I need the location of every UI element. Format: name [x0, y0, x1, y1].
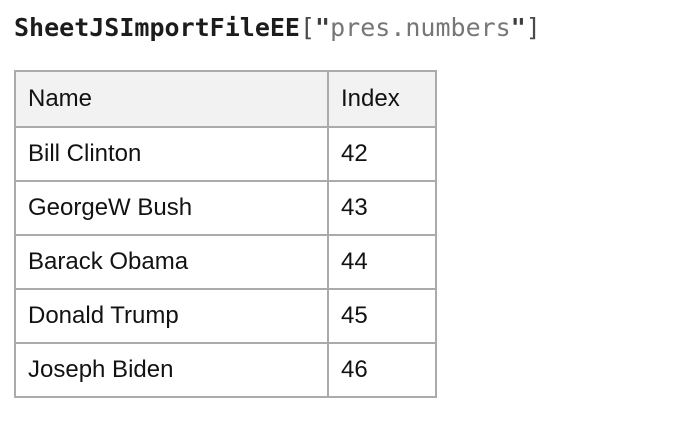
code-open-bracket: [	[299, 13, 316, 42]
table-row: Bill Clinton 42	[14, 126, 437, 182]
index-cell: 42	[327, 126, 437, 182]
page: { "page": { "background": "#ffffff" }, "…	[0, 13, 684, 433]
index-cell: 45	[327, 288, 437, 344]
name-cell: GeorgeW Bush	[14, 180, 329, 236]
name-cell: Donald Trump	[14, 288, 329, 344]
name-cell: Bill Clinton	[14, 126, 329, 182]
index-cell: 46	[327, 342, 437, 398]
code-close-quote: "	[510, 13, 526, 42]
code-function-name: SheetJSImportFileEE	[14, 13, 300, 42]
header-row: Name Index	[14, 70, 437, 128]
name-cell: Barack Obama	[14, 234, 329, 290]
index-cell: 44	[327, 234, 437, 290]
table-caption: SheetJSImportFileEE["pres.numbers"]	[14, 13, 684, 43]
table-row: Barack Obama 44	[14, 234, 437, 290]
table-row: Joseph Biden 46	[14, 342, 437, 398]
code-string: pres.numbers	[330, 13, 511, 42]
name-cell: Joseph Biden	[14, 342, 329, 398]
column-header-index: Index	[327, 70, 437, 128]
table-row: GeorgeW Bush 43	[14, 180, 437, 236]
code-open-quote: "	[315, 13, 331, 42]
column-header-name: Name	[14, 70, 329, 128]
index-cell: 43	[327, 180, 437, 236]
code-close-bracket: ]	[525, 13, 541, 42]
pres-numbers-table: Name Index Bill Clinton 42 GeorgeW Bush …	[14, 70, 437, 398]
table-row: Donald Trump 45	[14, 288, 437, 344]
